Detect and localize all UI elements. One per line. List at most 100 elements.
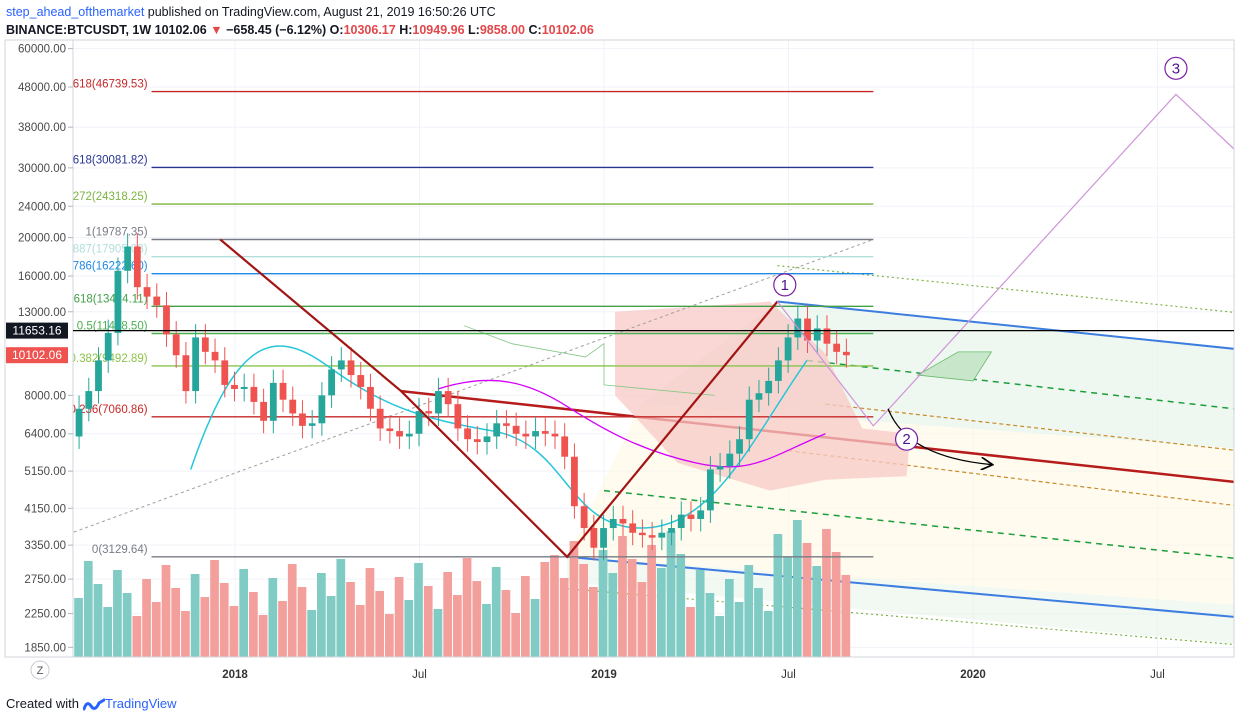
tradingview-icon [82,698,105,710]
candle-body [308,423,316,426]
y-tick-label: 2750.00 [24,574,66,586]
high-value: 10949.96 [412,23,465,37]
candle-body [697,510,705,519]
volume-bar [365,568,375,657]
plot-area: 2.618(46739.53) 1.618(30081.82) 1.272(2431… [6,56,1234,657]
y-axis[interactable]: 60000.00 48000.00 38000.00 30000.00 24000.00… [18,44,73,655]
x-tick-label: 2018 [222,669,248,681]
candle-body [66,436,73,447]
candle-body [648,535,656,538]
y-tick-label: 3350.00 [24,540,66,552]
candle-body [541,431,549,434]
volume-bar [511,613,520,657]
volume-bar [414,563,423,657]
candle-body [56,448,63,457]
volume-bar [695,570,705,657]
x-tick-label: Jul [781,669,796,681]
candle-body [493,423,501,437]
volume-bar [754,588,763,657]
volume-bar [103,607,113,657]
volume-bar [142,579,151,657]
candle-body [823,328,831,344]
candle-body [774,360,782,381]
candle-body [580,506,588,529]
volume-bar [122,593,132,657]
volume-bar [171,588,181,657]
candle-body [619,518,627,524]
volume-bar [423,586,433,657]
volume-bar [210,560,219,657]
volume-bar [355,605,365,657]
pitchfork-orange-1 [825,403,1234,451]
candle-body [444,391,452,405]
cloud-green [916,351,993,382]
created-with-text: Created with [6,696,79,711]
x-tick-label: 2019 [591,669,617,681]
candle-body [133,246,141,288]
current-price-tag [6,322,68,339]
volume-bar [181,611,190,657]
candle-body [104,332,112,361]
candle-body [95,360,102,392]
candle-body [813,328,821,341]
price-change: −658.45 (−6.12%) [226,23,327,37]
x-tick-label: Jul [1150,669,1165,681]
candle-body [250,386,258,402]
volume-bar [822,529,831,657]
wave-label: 2 [902,431,910,448]
zigzag-line [219,238,779,559]
fib-label: 0.5(11458.50) [77,321,148,333]
candle-body [629,523,637,533]
volume-bar [831,552,841,657]
volume-bar [453,595,462,657]
y-tick-label: 13000.00 [18,307,66,319]
candle-body [833,343,841,352]
y-tick-label: 38000.00 [18,122,66,134]
volume-bar [705,593,715,657]
open-value: 10306.17 [343,23,396,37]
candle-body [551,433,559,437]
tradingview-logo[interactable]: TradingView [82,694,177,714]
high-label: H: [399,23,413,37]
volume-bar [219,583,229,657]
volume-bar [326,596,336,657]
x-axis[interactable]: 2018Jul2019Jul2020Jul2021Jul2022Jul2023 [222,669,1241,681]
wave-path [776,93,1234,427]
volume-bar [656,568,666,657]
candle-body [532,431,539,437]
author-link[interactable]: step_ahead_ofthemarket [6,5,145,19]
volume-bar [6,617,15,657]
volume-bar [278,601,287,657]
current-price-label: 11653.16 [12,324,61,338]
candle-body [736,439,743,454]
ma-magenta [437,379,826,468]
volume-bar [618,536,627,657]
volume-bar [443,572,453,657]
candle-body [376,408,384,429]
candle-body [561,436,569,457]
volume-bar [433,609,443,657]
volume-bar [841,575,851,657]
fib-label: 1.272(24318.25) [63,191,148,203]
candle-body [8,506,15,515]
candle-body [211,351,219,361]
candle-body [687,514,695,519]
candle-body [677,514,685,529]
volume-bars [6,520,851,657]
volume-bar [190,574,200,657]
candle-body [289,399,297,414]
volume-bar [763,611,773,657]
volume-bar [569,541,579,657]
volume-bar [249,592,258,657]
volume-bar [686,607,695,657]
volume-bar [734,602,744,657]
volume-bar [462,558,472,657]
candle-body [512,425,520,434]
timezone-button[interactable]: Z [30,660,50,680]
pitchfork-outer-top [777,265,1234,313]
volume-bar [530,599,540,657]
candle-body [522,433,530,437]
candle-body [842,351,850,356]
y-tick-label: 8000.00 [24,390,66,402]
